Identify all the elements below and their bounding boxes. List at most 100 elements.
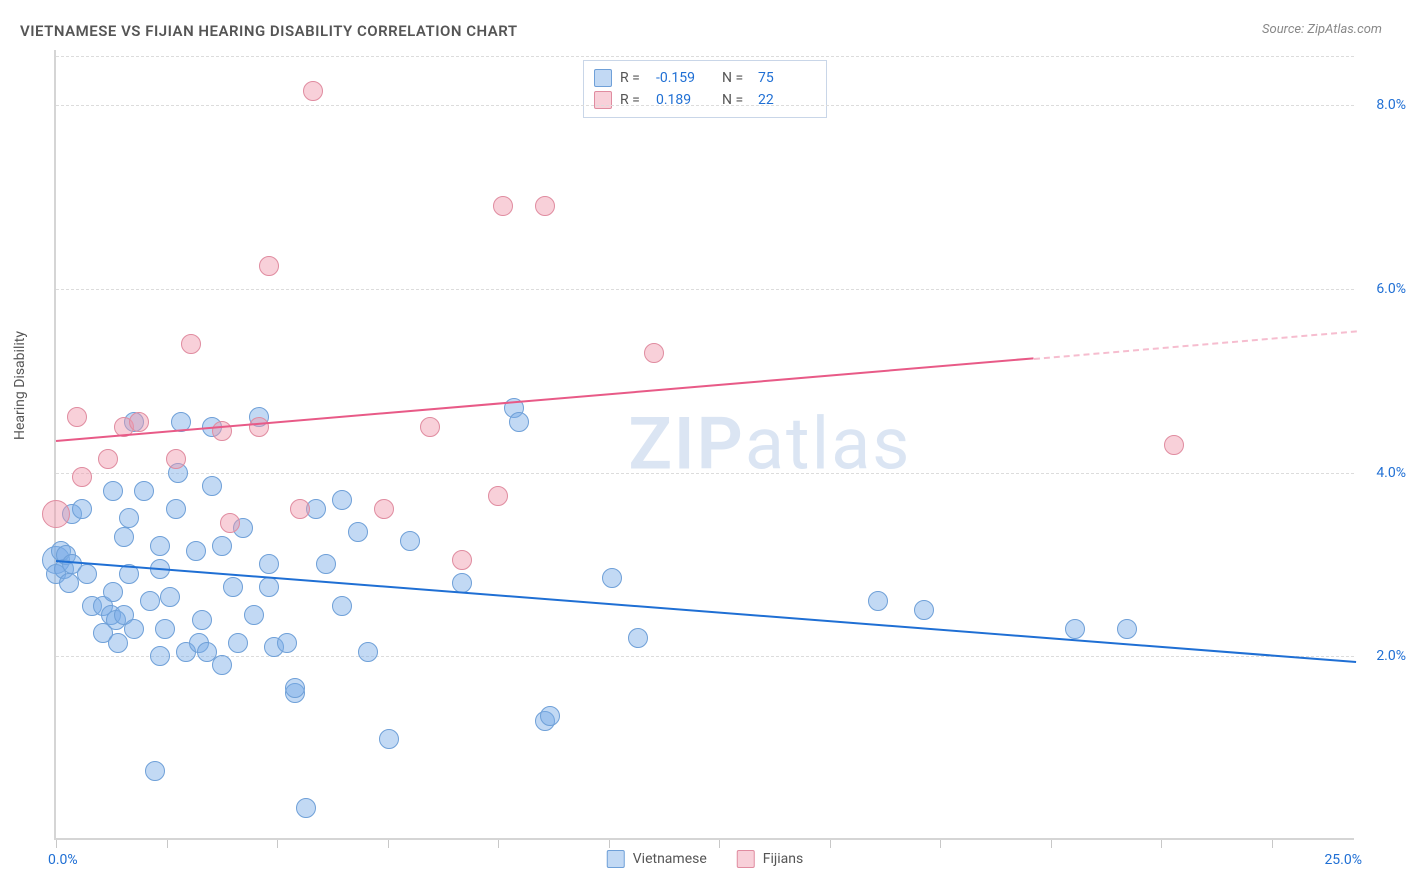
scatter-point-series1 (602, 568, 622, 588)
scatter-point-series1 (103, 582, 123, 602)
scatter-point-series1 (868, 591, 888, 611)
legend-swatch-series2 (737, 850, 755, 868)
scatter-point-series2 (644, 343, 664, 363)
trend-line-series2 (1034, 330, 1357, 360)
scatter-point-series1 (400, 531, 420, 551)
scatter-point-series1 (108, 633, 128, 653)
n-value-series1: 75 (758, 70, 816, 86)
x-tick (498, 840, 499, 848)
scatter-point-series1 (379, 729, 399, 749)
scatter-point-series1 (77, 564, 97, 584)
scatter-point-series1 (296, 798, 316, 818)
scatter-point-series1 (332, 596, 352, 616)
legend-label-series1: Vietnamese (633, 851, 707, 867)
scatter-point-series2 (488, 486, 508, 506)
scatter-point-series2 (220, 513, 240, 533)
scatter-point-series1 (150, 646, 170, 666)
scatter-point-series2 (166, 449, 186, 469)
legend-item-series1: Vietnamese (607, 850, 707, 868)
chart-legend: Vietnamese Fijians (607, 850, 804, 868)
gridline-h (56, 473, 1354, 474)
x-tick (1051, 840, 1052, 848)
x-axis-min-label: 0.0% (48, 852, 78, 868)
stats-row-series2: R = 0.189 N = 22 (594, 89, 816, 111)
r-value-series1: -0.159 (656, 70, 714, 86)
n-label: N = (722, 70, 750, 86)
scatter-point-series1 (155, 619, 175, 639)
scatter-point-series1 (358, 642, 378, 662)
watermark-light: atlas (745, 402, 912, 487)
scatter-point-series1 (509, 412, 529, 432)
x-tick (1272, 840, 1273, 848)
scatter-point-series1 (223, 577, 243, 597)
scatter-point-series1 (332, 490, 352, 510)
scatter-point-series1 (103, 481, 123, 501)
scatter-point-series1 (228, 633, 248, 653)
scatter-point-series2 (374, 499, 394, 519)
scatter-point-series2 (452, 550, 472, 570)
stats-row-series1: R = -0.159 N = 75 (594, 67, 816, 89)
scatter-point-series2 (249, 417, 269, 437)
x-tick (940, 840, 941, 848)
gridline-h (56, 56, 1354, 57)
scatter-point-series2 (67, 407, 87, 427)
scatter-point-series1 (1065, 619, 1085, 639)
scatter-point-series1 (124, 619, 144, 639)
y-axis-label: Hearing Disability (12, 331, 28, 440)
y-tick-label: 4.0% (1376, 465, 1406, 481)
scatter-point-series1 (914, 600, 934, 620)
scatter-point-series1 (59, 573, 79, 593)
chart-title: VIETNAMESE VS FIJIAN HEARING DISABILITY … (20, 22, 518, 40)
scatter-point-series2 (212, 421, 232, 441)
scatter-point-series1 (192, 610, 212, 630)
scatter-point-series1 (134, 481, 154, 501)
scatter-point-series2 (259, 256, 279, 276)
scatter-point-series2 (98, 449, 118, 469)
x-tick (830, 840, 831, 848)
scatter-point-series2 (1164, 435, 1184, 455)
scatter-point-series1 (160, 587, 180, 607)
y-tick-label: 6.0% (1376, 281, 1406, 297)
scatter-point-series1 (1117, 619, 1137, 639)
scatter-point-series1 (316, 554, 336, 574)
scatter-point-series1 (186, 541, 206, 561)
y-tick-label: 2.0% (1376, 648, 1406, 664)
scatter-point-series2 (290, 499, 310, 519)
scatter-point-series1 (72, 499, 92, 519)
scatter-point-series1 (166, 499, 186, 519)
gridline-h (56, 656, 1354, 657)
scatter-point-series2 (129, 412, 149, 432)
scatter-point-series2 (535, 196, 555, 216)
scatter-point-series1 (202, 476, 222, 496)
correlation-stats-box: R = -0.159 N = 75 R = 0.189 N = 22 (583, 60, 827, 118)
scatter-point-series1 (348, 522, 368, 542)
scatter-point-series2 (42, 500, 70, 528)
scatter-point-series1 (259, 554, 279, 574)
scatter-point-series1 (452, 573, 472, 593)
x-axis-max-label: 25.0% (1324, 852, 1362, 868)
scatter-point-series2 (420, 417, 440, 437)
watermark: ZIPatlas (628, 402, 911, 487)
scatter-point-series1 (540, 706, 560, 726)
scatter-point-series1 (145, 761, 165, 781)
legend-swatch-series1 (607, 850, 625, 868)
gridline-h (56, 289, 1354, 290)
legend-label-series2: Fijians (763, 851, 803, 867)
x-tick (167, 840, 168, 848)
swatch-series1 (594, 69, 612, 87)
x-tick (719, 840, 720, 848)
scatter-point-series2 (181, 334, 201, 354)
gridline-h (56, 105, 1354, 106)
x-tick (1161, 840, 1162, 848)
scatter-point-series1 (212, 655, 232, 675)
swatch-series2 (594, 91, 612, 109)
scatter-point-series1 (114, 527, 134, 547)
scatter-point-series1 (285, 678, 305, 698)
scatter-point-series1 (259, 577, 279, 597)
scatter-point-series1 (628, 628, 648, 648)
scatter-point-series1 (244, 605, 264, 625)
scatter-point-series2 (493, 196, 513, 216)
scatter-point-series2 (72, 467, 92, 487)
watermark-bold: ZIP (628, 402, 744, 487)
scatter-point-series1 (212, 536, 232, 556)
